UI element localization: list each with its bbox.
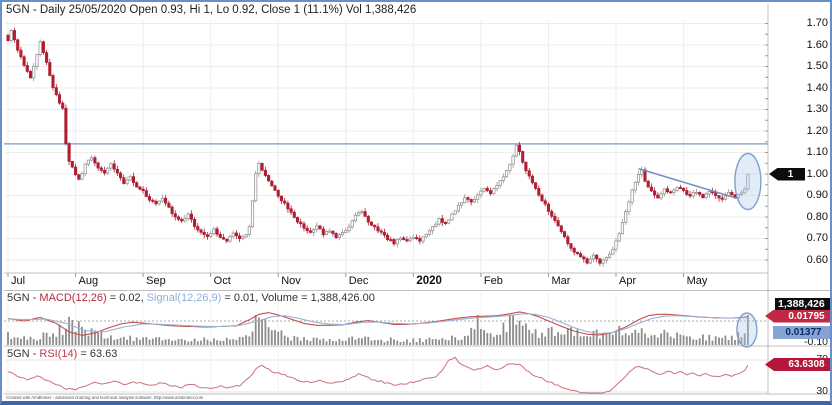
macd-value-tag: 0.01795 (765, 309, 830, 323)
signal-label: Signal(12,26,9) (146, 292, 222, 304)
grid-layer (5, 20, 768, 393)
rsi-line (7, 356, 749, 394)
price-axis-label: 0.70 (806, 232, 828, 244)
rsi-pane-title: 5GN - RSI(14) = 63.63 (7, 348, 117, 360)
price-axis-label: 0.80 (806, 210, 828, 223)
signal-value-tag: 0.01377 (773, 325, 830, 339)
volume-value-tag: 1,388,426 (775, 297, 830, 310)
price-axis-label: 1.30 (806, 103, 828, 115)
rsi-label: RSI(14) (39, 347, 78, 360)
macd-value: = 0.02, (106, 292, 147, 304)
price-axis-label: 1.50 (806, 60, 828, 72)
price-axis-label: 1.20 (806, 124, 828, 137)
price-pane-region[interactable] (4, 19, 768, 273)
price-axis-label: 0.60 (806, 253, 828, 266)
price-axis-label: 0.90 (806, 189, 828, 201)
amibroker-credit: Created with AmiBroker - advanced charti… (6, 396, 204, 401)
month-label-oct: Oct (213, 275, 231, 287)
month-label-jul: Jul (11, 275, 26, 287)
month-label-apr: Apr (619, 275, 637, 287)
price-axis-label: 1.40 (806, 81, 828, 94)
price-axis-label: 1.00 (806, 167, 828, 180)
rsi-value: = 63.63 (77, 347, 118, 360)
rsi-pane-region[interactable] (4, 347, 768, 394)
macd-axis-bottom-label: -0.10 (804, 336, 828, 348)
rsi-axis-30-label: 30 (816, 385, 828, 397)
month-label-dec: Dec (348, 275, 369, 287)
rsi-title-prefix: 5GN - (7, 347, 40, 360)
month-label-2020: 2020 (416, 275, 442, 287)
volume-bars (7, 315, 749, 345)
macd-label: MACD(12,26) (39, 292, 107, 304)
price-pane-title: 5GN - Daily 25/05/2020 Open 0.93, Hi 1, … (6, 4, 417, 16)
macd-title-prefix: 5GN - (7, 292, 40, 304)
candles-layer (6, 27, 750, 267)
month-label-nov: Nov (281, 275, 301, 287)
month-label-aug: Aug (78, 275, 99, 287)
price-axis-label: 1.10 (806, 146, 828, 158)
volume-highlight-ellipse[interactable] (736, 312, 758, 348)
macd-pane-title: 5GN - MACD(12,26) = 0.02, Signal(12,26,9… (7, 292, 375, 304)
price-axis-label: 1.70 (806, 17, 828, 29)
downtrend-line[interactable] (638, 167, 739, 200)
rsi-value-tag: 63.6308 (765, 358, 830, 371)
signal-line (7, 313, 748, 335)
pane-dividers (4, 4, 830, 395)
month-label-sep: Sep (146, 275, 166, 287)
price-highlight-ellipse[interactable] (734, 152, 762, 211)
last-price-tag: 1 (769, 167, 805, 181)
month-label-feb: Feb (483, 275, 503, 287)
macd-title-tail: = 0.01, Volume = 1,388,426.00 (221, 292, 375, 304)
price-axis-label: 1.60 (806, 38, 828, 51)
month-label-mar: Mar (551, 275, 571, 287)
month-label-may: May (686, 275, 708, 287)
